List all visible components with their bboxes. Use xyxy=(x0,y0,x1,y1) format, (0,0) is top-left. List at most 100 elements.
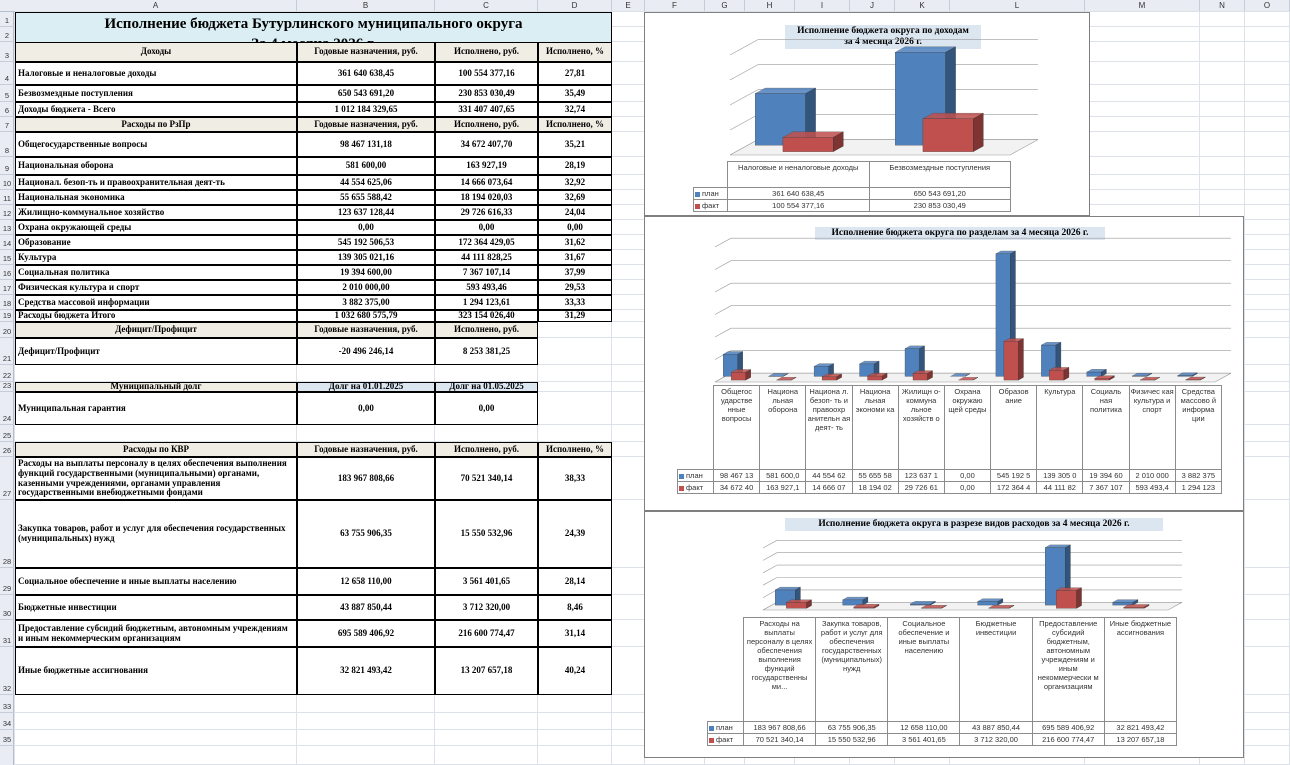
row-header-32[interactable]: 32 xyxy=(0,647,14,695)
column-header-c[interactable]: C xyxy=(435,0,538,12)
row-header-9[interactable]: 9 xyxy=(0,157,14,175)
value-cell[interactable]: 34 672 407,70 xyxy=(435,132,538,157)
row-label[interactable]: Бюджетные инвестиции xyxy=(15,595,297,620)
value-cell[interactable]: 2 010 000,00 xyxy=(297,280,435,295)
row-label[interactable]: Предоставление субсидий бюджетным, автон… xyxy=(15,620,297,647)
value-cell[interactable]: 29 726 616,33 xyxy=(435,205,538,220)
table-header[interactable]: Исполнено, руб. xyxy=(435,442,538,457)
row-label[interactable]: Образование xyxy=(15,235,297,250)
row-header-27[interactable]: 27 xyxy=(0,457,14,500)
value-cell[interactable]: 38,33 xyxy=(538,457,612,500)
row-header-33[interactable]: 33 xyxy=(0,695,14,713)
value-cell[interactable]: 1 032 680 575,79 xyxy=(297,310,435,322)
table-header[interactable]: Годовые назначения, руб. xyxy=(297,42,435,62)
row-header-2[interactable]: 2 xyxy=(0,27,14,42)
row-label[interactable]: Социальное обеспечение и иные выплаты на… xyxy=(15,568,297,595)
row-header-13[interactable]: 13 xyxy=(0,220,14,235)
value-cell[interactable]: 70 521 340,14 xyxy=(435,457,538,500)
table-header[interactable]: Исполнено, руб. xyxy=(435,322,538,338)
value-cell[interactable]: 19 394 600,00 xyxy=(297,265,435,280)
column-header-e[interactable]: E xyxy=(612,0,645,12)
row-header-22[interactable]: 22 xyxy=(0,365,14,382)
table-header[interactable]: Годовые назначения, руб. xyxy=(297,117,435,132)
row-header-30[interactable]: 30 xyxy=(0,595,14,620)
value-cell[interactable]: 8,46 xyxy=(538,595,612,620)
column-header-d[interactable]: D xyxy=(538,0,612,12)
value-cell[interactable]: 650 543 691,20 xyxy=(297,85,435,102)
table-header[interactable]: Годовые назначения, руб. xyxy=(297,322,435,338)
chart-kvr[interactable]: Исполнение бюджета округа в разрезе видо… xyxy=(644,511,1244,758)
row-label[interactable]: Доходы бюджета - Всего xyxy=(15,102,297,117)
table-header[interactable]: Годовые назначения, руб. xyxy=(297,442,435,457)
value-cell[interactable]: 100 554 377,16 xyxy=(435,62,538,85)
value-cell[interactable]: 361 640 638,45 xyxy=(297,62,435,85)
value-cell[interactable]: 24,04 xyxy=(538,205,612,220)
value-cell[interactable]: 695 589 406,92 xyxy=(297,620,435,647)
row-header-10[interactable]: 10 xyxy=(0,175,14,190)
value-cell[interactable]: 230 853 030,49 xyxy=(435,85,538,102)
value-cell[interactable]: 163 927,19 xyxy=(435,157,538,175)
row-header-24[interactable]: 24 xyxy=(0,392,14,425)
table-header[interactable]: Дефицит/Профицит xyxy=(15,322,297,338)
row-label[interactable]: Общегосударственные вопросы xyxy=(15,132,297,157)
row-header-28[interactable]: 28 xyxy=(0,500,14,568)
value-cell[interactable]: 35,49 xyxy=(538,85,612,102)
row-header-26[interactable]: 26 xyxy=(0,442,14,457)
row-header-18[interactable]: 18 xyxy=(0,295,14,310)
row-header-19[interactable]: 19 xyxy=(0,310,14,322)
row-header-5[interactable]: 5 xyxy=(0,85,14,102)
row-header-14[interactable]: 14 xyxy=(0,235,14,250)
value-cell[interactable]: 8 253 381,25 xyxy=(435,338,538,365)
row-header-23[interactable]: 23 xyxy=(0,381,14,392)
value-cell[interactable]: 323 154 026,40 xyxy=(435,310,538,322)
value-cell[interactable]: 55 655 588,42 xyxy=(297,190,435,205)
value-cell[interactable]: 0,00 xyxy=(435,220,538,235)
chart-income[interactable]: Исполнение бюджета округа по доходам за … xyxy=(644,12,1090,216)
value-cell[interactable]: 31,67 xyxy=(538,250,612,265)
value-cell[interactable]: 31,29 xyxy=(538,310,612,322)
column-header-n[interactable]: N xyxy=(1200,0,1245,12)
value-cell[interactable]: 3 561 401,65 xyxy=(435,568,538,595)
row-label[interactable]: Средства массовой информации xyxy=(15,295,297,310)
value-cell[interactable]: 12 658 110,00 xyxy=(297,568,435,595)
row-label[interactable]: Культура xyxy=(15,250,297,265)
table-header[interactable]: Доходы xyxy=(15,42,297,62)
row-header-34[interactable]: 34 xyxy=(0,713,14,730)
value-cell[interactable]: 0,00 xyxy=(297,392,435,425)
value-cell[interactable]: 28,19 xyxy=(538,157,612,175)
table-header[interactable]: Исполнено, % xyxy=(538,117,612,132)
value-cell[interactable]: 545 192 506,53 xyxy=(297,235,435,250)
value-cell[interactable]: 139 305 021,16 xyxy=(297,250,435,265)
value-cell[interactable]: 172 364 429,05 xyxy=(435,235,538,250)
column-header-j[interactable]: J xyxy=(850,0,895,12)
value-cell[interactable]: 44 111 828,25 xyxy=(435,250,538,265)
value-cell[interactable]: 123 637 128,44 xyxy=(297,205,435,220)
column-header-k[interactable]: K xyxy=(895,0,950,12)
table-header[interactable]: Долг на 01.01.2025 xyxy=(297,382,435,392)
value-cell[interactable]: 3 712 320,00 xyxy=(435,595,538,620)
value-cell[interactable]: 98 467 131,18 xyxy=(297,132,435,157)
row-header-25[interactable]: 25 xyxy=(0,425,14,442)
row-header-17[interactable]: 17 xyxy=(0,280,14,295)
value-cell[interactable]: 3 882 375,00 xyxy=(297,295,435,310)
value-cell[interactable]: 33,33 xyxy=(538,295,612,310)
table-header[interactable]: Расходы по РзПр xyxy=(15,117,297,132)
value-cell[interactable]: 593 493,46 xyxy=(435,280,538,295)
value-cell[interactable]: 32 821 493,42 xyxy=(297,647,435,695)
value-cell[interactable]: 28,14 xyxy=(538,568,612,595)
row-label[interactable]: Дефицит/Профицит xyxy=(15,338,297,365)
value-cell[interactable]: 13 207 657,18 xyxy=(435,647,538,695)
row-label[interactable]: Закупка товаров, работ и услуг для обесп… xyxy=(15,500,297,568)
value-cell[interactable]: 44 554 625,06 xyxy=(297,175,435,190)
value-cell[interactable]: 32,74 xyxy=(538,102,612,117)
value-cell[interactable]: 14 666 073,64 xyxy=(435,175,538,190)
row-header-1[interactable]: 1 xyxy=(0,12,14,27)
value-cell[interactable]: 29,53 xyxy=(538,280,612,295)
column-header-b[interactable]: B xyxy=(297,0,435,12)
value-cell[interactable]: 18 194 020,03 xyxy=(435,190,538,205)
column-header-a[interactable]: A xyxy=(15,0,297,12)
value-cell[interactable]: -20 496 246,14 xyxy=(297,338,435,365)
column-header-m[interactable]: M xyxy=(1085,0,1200,12)
value-cell[interactable]: 32,69 xyxy=(538,190,612,205)
value-cell[interactable]: 183 967 808,66 xyxy=(297,457,435,500)
